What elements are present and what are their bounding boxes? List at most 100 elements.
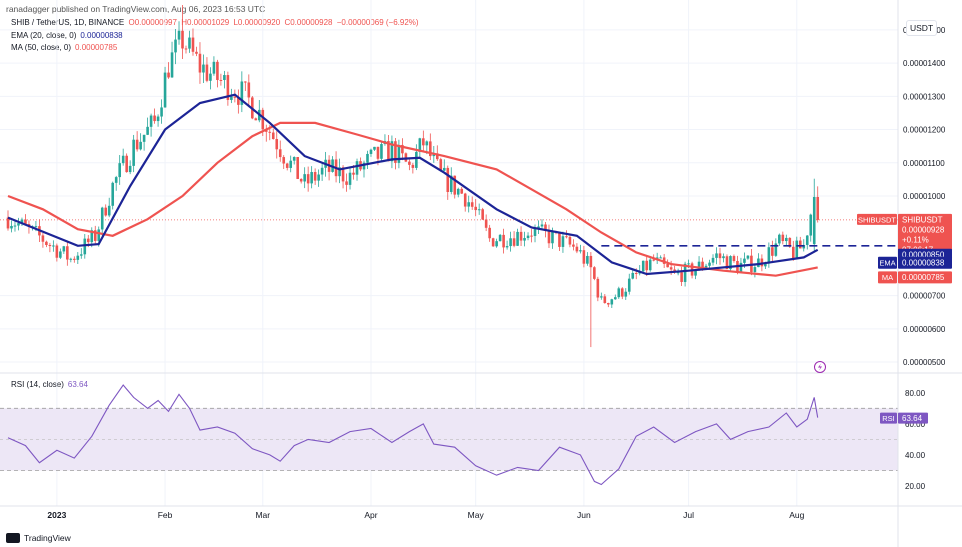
candle-body (589, 255, 593, 268)
ma-legend[interactable]: MA (50, close, 0) 0.00000785 (11, 43, 117, 52)
price-tag-shibusdt (898, 213, 952, 256)
candle-body (345, 181, 348, 185)
candle-body (722, 256, 725, 259)
candle-body (753, 267, 757, 273)
candle-body (278, 149, 282, 158)
candle-body (795, 240, 799, 259)
candle-body (48, 245, 52, 247)
candle-body (247, 82, 251, 98)
candle-body (617, 288, 621, 298)
candle-body (802, 244, 806, 249)
candle-body (718, 253, 722, 259)
candle-body (579, 250, 582, 252)
candle-body (767, 247, 771, 264)
candle-body (366, 153, 369, 163)
price-tag-text: 0.00000928 (902, 225, 945, 234)
candle-body (45, 241, 48, 246)
candle-body (446, 167, 450, 192)
candle-body (764, 263, 767, 267)
candle-body (125, 155, 128, 173)
candle-body (575, 246, 579, 252)
candle-body (376, 146, 380, 159)
candle-body (418, 138, 422, 152)
price-tag-text: +0.11% (902, 235, 929, 244)
candle-body (163, 72, 167, 108)
candle-body (512, 238, 516, 246)
candle-body (153, 115, 156, 122)
candle-body (275, 139, 279, 150)
candle-body (104, 207, 108, 216)
candle-body (135, 139, 139, 150)
ema-legend[interactable]: EMA (20, close, 0) 0.00000838 (11, 31, 123, 40)
ema-legend-value: 0.00000838 (80, 31, 123, 40)
candle-body (55, 245, 59, 258)
candle-body (565, 236, 568, 238)
candle-body (697, 261, 701, 271)
candle-body (121, 155, 125, 164)
line-tag-ma (878, 271, 897, 284)
candle-body (694, 270, 697, 276)
candle-body (59, 251, 62, 258)
candle-body (593, 267, 596, 279)
rsi-tick-label: 20.00 (905, 482, 926, 491)
candle-body (708, 262, 711, 266)
rsi-legend-label: RSI (14, close) (11, 380, 64, 389)
candle-body (470, 202, 474, 207)
tradingview-logo[interactable]: TradingView (6, 533, 71, 543)
candle-body (132, 139, 135, 166)
candle-body (100, 207, 104, 230)
candle-body (226, 75, 230, 100)
candle-body (812, 196, 816, 245)
candle-body (237, 97, 240, 105)
candle-body (62, 246, 66, 252)
candle-body (184, 48, 188, 50)
time-tick-label: Mar (255, 510, 270, 520)
candle-body (139, 141, 142, 150)
line-tag-ema (878, 256, 897, 269)
candle-body (73, 258, 76, 260)
candle-body (627, 278, 631, 292)
candle-body (540, 224, 544, 227)
symbol-title[interactable]: SHIB / TetherUS, 1D, BINANCE (11, 18, 125, 27)
candle-body (79, 254, 83, 256)
currency-selector[interactable]: USDT (906, 20, 938, 36)
candle-body (449, 175, 453, 192)
candle-body (491, 238, 495, 247)
candle-body (484, 219, 488, 228)
candle-body (160, 107, 163, 117)
candle-body (387, 141, 390, 162)
candle-body (195, 51, 198, 54)
candle-body (415, 151, 418, 168)
candle-body (805, 235, 809, 245)
candle-body (13, 225, 17, 227)
candle-body (729, 256, 732, 270)
candle-body (505, 246, 509, 248)
candle-body (216, 61, 219, 80)
candle-body (596, 278, 600, 298)
candle-body (285, 163, 289, 168)
price-tag-ema (898, 256, 952, 269)
candle-body (774, 243, 778, 256)
candle-body (202, 64, 205, 73)
price-tag-ma (898, 271, 952, 284)
candle-body (509, 238, 512, 247)
candle-body (467, 202, 471, 207)
candle-body (613, 297, 617, 300)
candle-body (352, 172, 355, 175)
candle-body (788, 237, 792, 247)
candle-body (582, 250, 586, 264)
candle-body (435, 153, 439, 160)
candle-body (488, 227, 491, 239)
candle-body (90, 230, 94, 243)
candle-body (107, 205, 111, 216)
symbol-line-tag-text: SHIBUSDT (858, 215, 896, 224)
candle-body (268, 131, 272, 133)
candle-body (373, 146, 376, 150)
rsi-legend[interactable]: RSI (14, close) 63.64 (11, 380, 88, 389)
candle-body (303, 174, 306, 182)
candle-body (460, 188, 464, 194)
candle-body (296, 157, 299, 179)
candle-body (313, 172, 317, 181)
candle-body (174, 39, 177, 53)
